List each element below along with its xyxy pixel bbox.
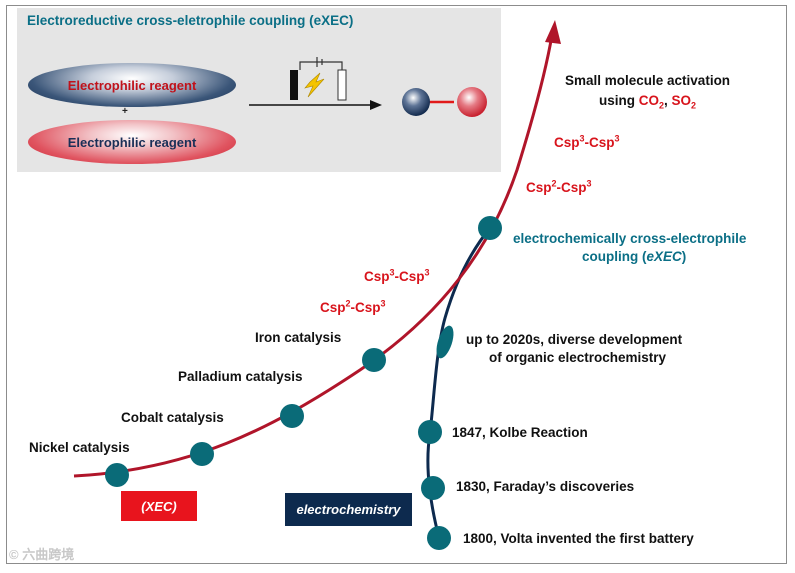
label-cobalt-catalysis: Cobalt catalysis	[121, 410, 224, 425]
electrophilic-reagent-1: Electrophilic reagent	[28, 63, 236, 107]
watermark: © 六曲跨境	[9, 547, 75, 562]
node-kolbe	[418, 420, 442, 444]
label-exec-line1: electrochemically cross-electrophile	[513, 231, 747, 246]
label-development-line2: of organic electrochemistry	[489, 350, 667, 365]
label-nickel-catalysis: Nickel catalysis	[29, 440, 130, 455]
label-small-molecule-line2: using CO2, SO2	[599, 93, 697, 111]
node-volta	[427, 526, 451, 550]
electrochemistry-badge: electrochemistry	[285, 493, 412, 526]
plus-sign: +	[122, 106, 128, 117]
label-faraday-1830: 1830, Faraday’s discoveries	[456, 479, 635, 494]
figure-frame	[6, 5, 787, 564]
node-faraday	[421, 476, 445, 500]
label-exec-csp3-csp3: Csp3-Csp3	[554, 133, 620, 150]
label-exec-line2: coupling (eXEC)	[582, 249, 687, 264]
label-xec-csp2-csp3: Csp2-Csp3	[320, 298, 386, 315]
label-exec-csp2-csp3: Csp2-Csp3	[526, 178, 592, 195]
reagent-label-2: Electrophilic reagent	[67, 134, 197, 150]
label-small-molecule-line1: Small molecule activation	[565, 73, 731, 88]
node-nickel	[105, 463, 129, 487]
label-volta-1800: 1800, Volta invented the first battery	[463, 531, 694, 546]
node-2020s	[436, 325, 454, 359]
label-palladium-catalysis: Palladium catalysis	[178, 369, 303, 384]
node-iron	[362, 348, 386, 372]
reagent-label-1: Electrophilic reagent	[67, 77, 197, 93]
panel-title: Electroreductive cross-eletrophile coupl…	[27, 13, 354, 28]
label-iron-catalysis: Iron catalysis	[255, 330, 342, 345]
label-kolbe-1847: 1847, Kolbe Reaction	[452, 425, 588, 440]
xec-badge: (XEC)	[121, 491, 197, 521]
electrophilic-reagent-2: Electrophilic reagent	[28, 120, 236, 164]
node-exec	[478, 216, 502, 240]
node-cobalt	[190, 442, 214, 466]
label-xec-csp3-csp3: Csp3-Csp3	[364, 267, 430, 284]
battery-icon	[290, 57, 347, 101]
coupled-product-icon	[402, 87, 487, 117]
label-development-line1: up to 2020s, diverse development	[466, 332, 683, 347]
node-palladium	[280, 404, 304, 428]
reaction-arrowhead	[370, 100, 382, 110]
xec-curve-arrowhead	[545, 20, 561, 44]
